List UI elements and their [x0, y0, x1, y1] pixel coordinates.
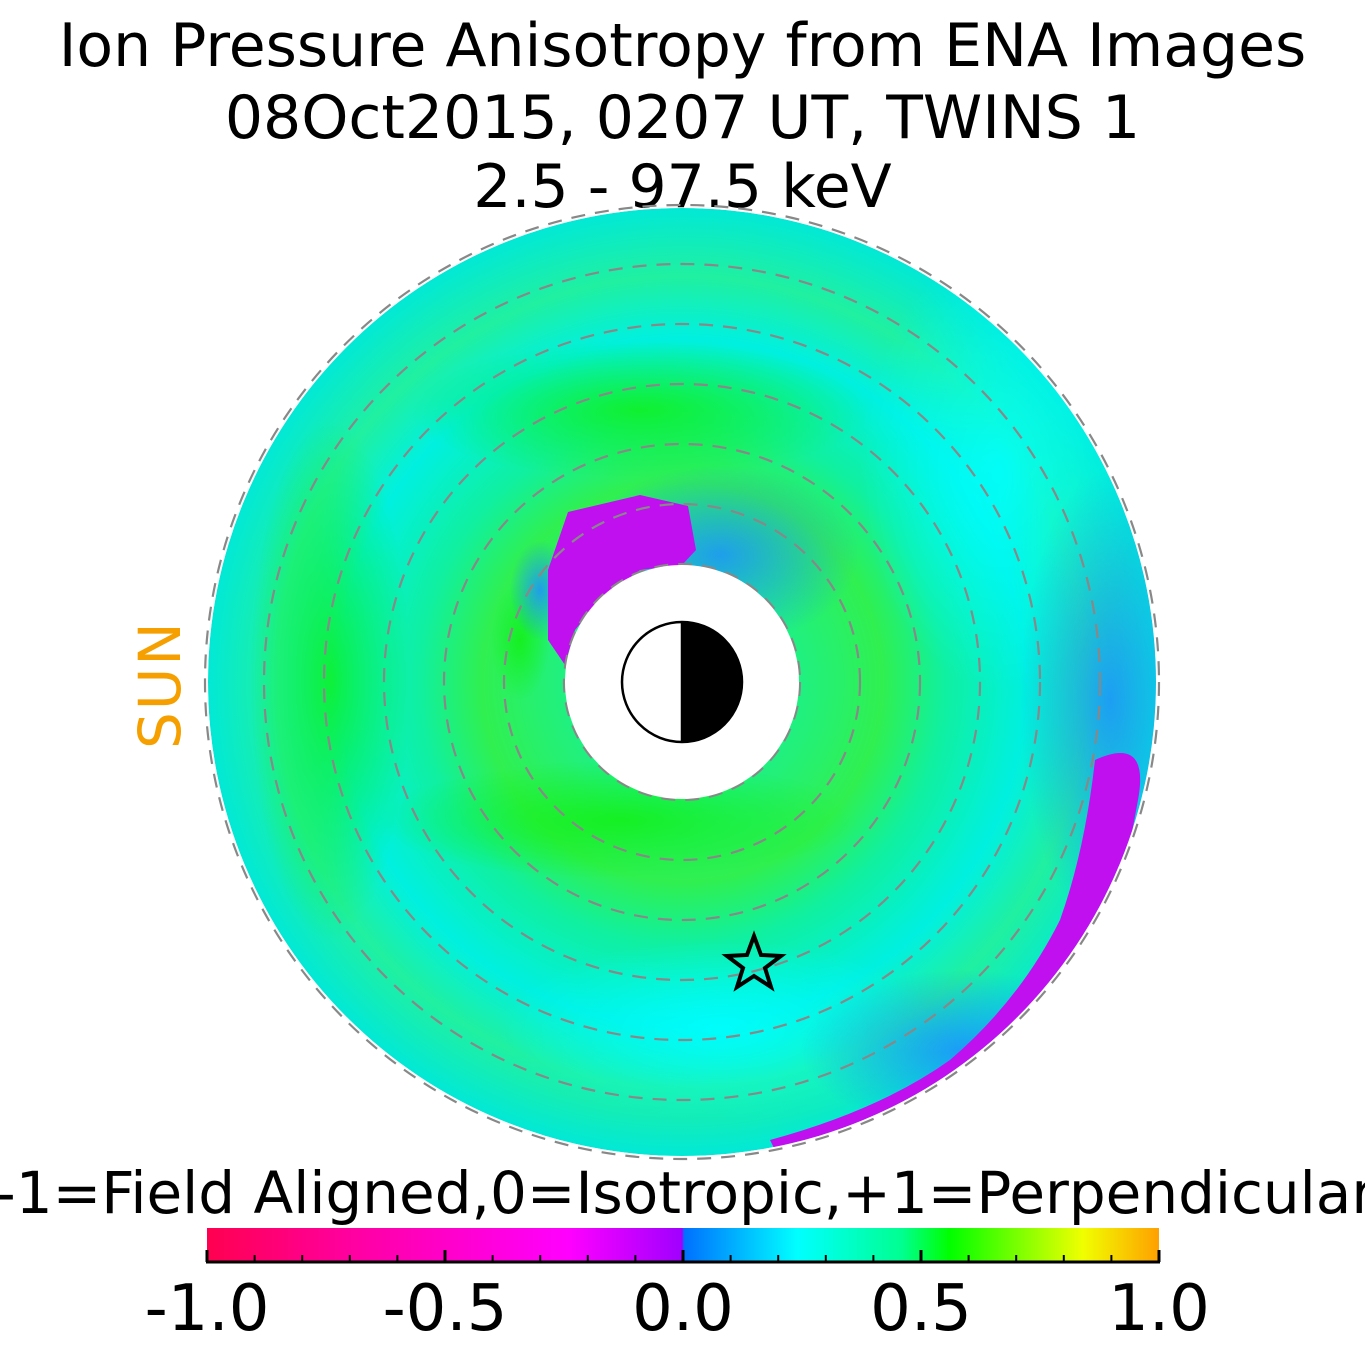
blue-band-southeast: [800, 970, 1120, 1130]
distance-ring: [262, 262, 1102, 1102]
green-band-north: [410, 340, 870, 480]
colorbar-tick-label: 0.5: [870, 1272, 972, 1346]
distance-ring: [502, 502, 862, 862]
green-band-west: [250, 420, 410, 940]
colorbar-tick-label: -0.5: [383, 1272, 508, 1346]
colorbar-tick-label: 0.0: [632, 1272, 734, 1346]
spacecraft-star-icon: [721, 930, 787, 992]
colorbar-tick-labels: -1.0 -0.5 0.0 0.5 1.0: [145, 1272, 1210, 1346]
distance-ring: [562, 562, 802, 802]
distance-ring-outer: [203, 203, 1161, 1161]
colorbar-tick-label: -1.0: [145, 1272, 270, 1346]
earth-icon: [620, 620, 744, 744]
chart-title-line-1: Ion Pressure Anisotropy from ENA Images: [58, 11, 1307, 81]
colorbar-ticks: [205, 1250, 1161, 1262]
colorbar-tick-label: 1.0: [1108, 1272, 1210, 1346]
distance-ring: [442, 442, 922, 922]
colorbar-label: -1=Field Aligned,0=Isotropic,+1=Perpendi…: [0, 1159, 1365, 1227]
colorbar: -1.0 -0.5 0.0 0.5 1.0: [145, 1228, 1210, 1346]
distance-ring: [322, 322, 1042, 1042]
chart-title-line-2: 08Oct2015, 0207 UT, TWINS 1: [224, 83, 1141, 153]
distance-rings: [203, 203, 1161, 1161]
distance-ring: [382, 382, 982, 982]
